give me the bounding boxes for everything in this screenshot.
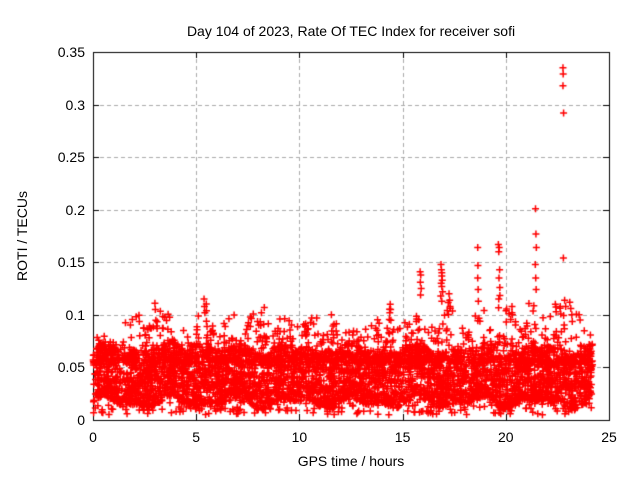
y-tick-label: 0.2: [65, 201, 85, 218]
y-tick-label: 0: [77, 412, 85, 428]
x-tick-label: 25: [601, 429, 617, 445]
y-tick-label: 0.3: [65, 96, 85, 113]
y-tick-label: 0.1: [65, 306, 85, 323]
x-axis-label: GPS time / hours: [297, 453, 405, 469]
y-tick-label: 0.35: [57, 44, 85, 60]
x-tick-label: 10: [291, 429, 308, 445]
chart-title: Day 104 of 2023, Rate Of TEC Index for r…: [186, 23, 516, 39]
y-tick-label: 0.05: [57, 359, 85, 376]
x-tick-label: 15: [394, 429, 411, 445]
x-tick-label: 5: [192, 429, 201, 445]
y-axis-label: ROTI / TECUs: [14, 191, 30, 281]
y-tick-label: 0.15: [57, 254, 85, 271]
y-tick-label: 0.25: [57, 149, 85, 166]
x-tick-label: 0: [89, 429, 97, 445]
x-tick-label: 20: [498, 429, 514, 445]
